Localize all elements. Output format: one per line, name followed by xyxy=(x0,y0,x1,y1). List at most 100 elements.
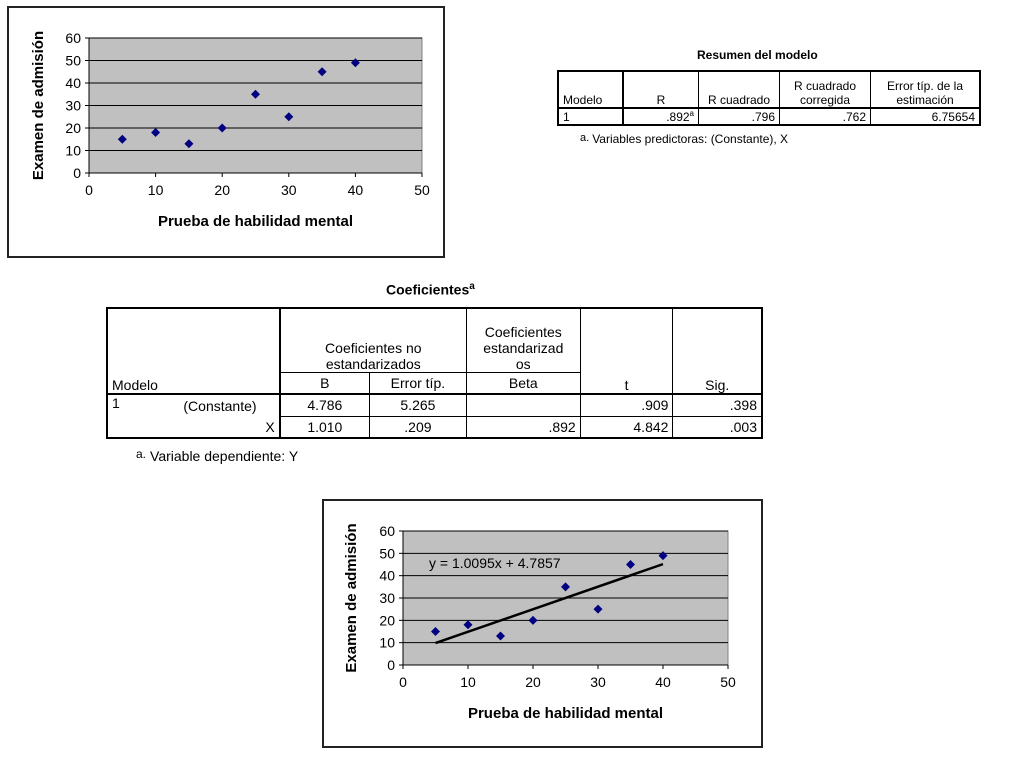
coef-h-noest-line2: estandarizados xyxy=(325,355,421,372)
resumen-foot-mark: a. xyxy=(580,132,590,144)
resumen-h-r2: R cuadrado xyxy=(698,70,780,109)
coef-h-modelo: Modelo xyxy=(106,307,281,395)
coef-r2-name: X xyxy=(179,416,281,439)
resumen-h-err: Error típ. de la estimación xyxy=(870,70,981,109)
x-tick-label: 0 xyxy=(85,182,93,198)
resumen-h-r2c: R cuadrado corregida xyxy=(779,70,871,109)
x-tick-label: 10 xyxy=(148,182,164,198)
data-point xyxy=(463,620,473,630)
resumen-row-modelo: 1 xyxy=(557,107,624,126)
y-axis-label: Examen de admisión xyxy=(343,523,360,672)
x-tick-label: 50 xyxy=(720,674,736,690)
coef-title-text: Coeficientes xyxy=(386,281,470,298)
coef-r2-sig: .003 xyxy=(672,415,763,439)
x-tick-label: 40 xyxy=(655,674,671,690)
data-point xyxy=(561,582,570,592)
x-axis-label: Prueba de habilidad mental xyxy=(468,705,663,722)
coef-r1-sig: .398 xyxy=(672,393,763,417)
data-point xyxy=(117,134,127,144)
scatter-chart-1: 0 10 20 30 40 50 60 0 10 20 30 40 50 Prueba de habili… xyxy=(7,6,445,258)
coef-h-sig: Sig. xyxy=(672,307,763,395)
data-point xyxy=(284,112,294,122)
y-tick-label: 40 xyxy=(379,568,395,584)
coef-h-beta: Beta xyxy=(465,371,581,395)
scatter-chart-2: 0 10 20 30 40 50 60 0 10 20 30 40 50 Prueba de habili… xyxy=(322,499,763,748)
resumen-row-err: 6.75654 xyxy=(870,107,981,126)
resumen-foot-text: Variables predictoras: (Constante), X xyxy=(592,132,789,146)
resumen-row-r2c: .762 xyxy=(779,107,871,126)
coef-h-est-line3: os xyxy=(515,355,531,372)
data-point xyxy=(528,615,538,625)
coef-h-b: B xyxy=(279,371,370,395)
coef-table: Modelo Coeficientes no estandarizados Co… xyxy=(106,307,763,439)
x-tick-label: 30 xyxy=(590,674,606,690)
coef-r1-beta xyxy=(465,393,581,417)
y-tick-label: 50 xyxy=(65,53,81,69)
resumen-row-r: .892a xyxy=(622,107,699,126)
x-tick-label: 0 xyxy=(399,674,407,690)
coef-r1-t: .909 xyxy=(579,393,674,417)
y-tick-label: 20 xyxy=(65,120,81,136)
resumen-footnote: a. Variables predictoras: (Constante), X xyxy=(580,132,788,146)
x-tick-label: 20 xyxy=(525,674,541,690)
y-tick-label: 30 xyxy=(65,98,81,114)
data-point xyxy=(184,139,194,149)
coef-title-sup: a xyxy=(469,281,475,292)
coef-h-noest: Coeficientes no estandarizados xyxy=(279,307,467,373)
data-point xyxy=(658,551,668,561)
y-tick-label: 0 xyxy=(73,165,81,181)
y-tick-label: 10 xyxy=(65,143,81,159)
coef-foot-mark: a. xyxy=(136,447,147,461)
trendline xyxy=(435,562,664,645)
resumen-h-r2c-line1: R cuadrado xyxy=(793,79,857,93)
x-tick-label: 40 xyxy=(348,182,364,198)
x-tick-label: 50 xyxy=(414,182,430,198)
coef-r2-t: 4.842 xyxy=(579,415,674,439)
coef-h-noest-line1: Coeficientes no xyxy=(325,339,422,356)
coef-h-err: Error típ. xyxy=(368,371,467,395)
y-tick-label: 10 xyxy=(379,635,395,651)
data-point xyxy=(251,89,260,99)
resumen-row-r-value: .892 xyxy=(666,110,690,124)
x-tick-label: 30 xyxy=(281,182,297,198)
data-point xyxy=(496,631,505,641)
resumen-row-r2: .796 xyxy=(698,107,780,126)
data-point xyxy=(350,58,360,68)
resumen-h-modelo: Modelo xyxy=(557,70,624,109)
y-tick-label: 50 xyxy=(379,545,395,561)
coef-r2-err: .209 xyxy=(368,415,467,439)
coef-r1-name: (Constante) xyxy=(179,393,281,416)
x-tick-label: 20 xyxy=(214,182,230,198)
x-tick-label: 10 xyxy=(460,674,476,690)
resumen-row-r-sup: a xyxy=(689,109,694,118)
resumen-table: Modelo R R cuadrado R cuadrado corregida… xyxy=(557,70,981,126)
chart-2-svg: 0 10 20 30 40 50 60 0 10 20 30 40 50 Prueba de habili… xyxy=(343,523,736,722)
data-point xyxy=(431,627,440,636)
chart-1-svg: 0 10 20 30 40 50 60 0 10 20 30 40 50 Prueba de habili… xyxy=(30,30,430,230)
coef-r1-b: 4.786 xyxy=(279,393,370,417)
resumen-h-err-line2: estimación xyxy=(896,93,954,107)
data-point xyxy=(151,128,161,137)
x-axis-label: Prueba de habilidad mental xyxy=(158,213,353,230)
coef-h-t: t xyxy=(579,307,674,395)
coef-r1-err: 5.265 xyxy=(368,393,467,417)
y-tick-label: 60 xyxy=(65,30,81,46)
resumen-h-r: R xyxy=(622,70,699,109)
coef-h-est: Coeficientes estandarizad os xyxy=(465,307,581,373)
coef-h-est-line1: Coeficientes xyxy=(484,323,562,340)
data-point xyxy=(317,67,327,77)
y-tick-label: 20 xyxy=(379,612,395,628)
data-point xyxy=(217,123,227,133)
y-tick-label: 0 xyxy=(387,657,395,673)
coef-r1-num: 1 xyxy=(106,393,180,439)
data-point xyxy=(593,604,603,614)
trendline-equation: y = 1.0095x + 4.7857 xyxy=(429,555,561,571)
resumen-h-err-line1: Error típ. de la xyxy=(886,79,964,93)
y-tick-label: 60 xyxy=(379,523,395,539)
y-axis-label: Examen de admisión xyxy=(30,31,47,180)
coef-title: Coeficientesa xyxy=(386,281,475,298)
coef-foot-text: Variable dependiente: Y xyxy=(150,448,299,464)
coef-r2-b: 1.010 xyxy=(279,415,370,439)
resumen-title: Resumen del modelo xyxy=(697,48,818,62)
coef-footnote: a. Variable dependiente: Y xyxy=(136,447,298,464)
